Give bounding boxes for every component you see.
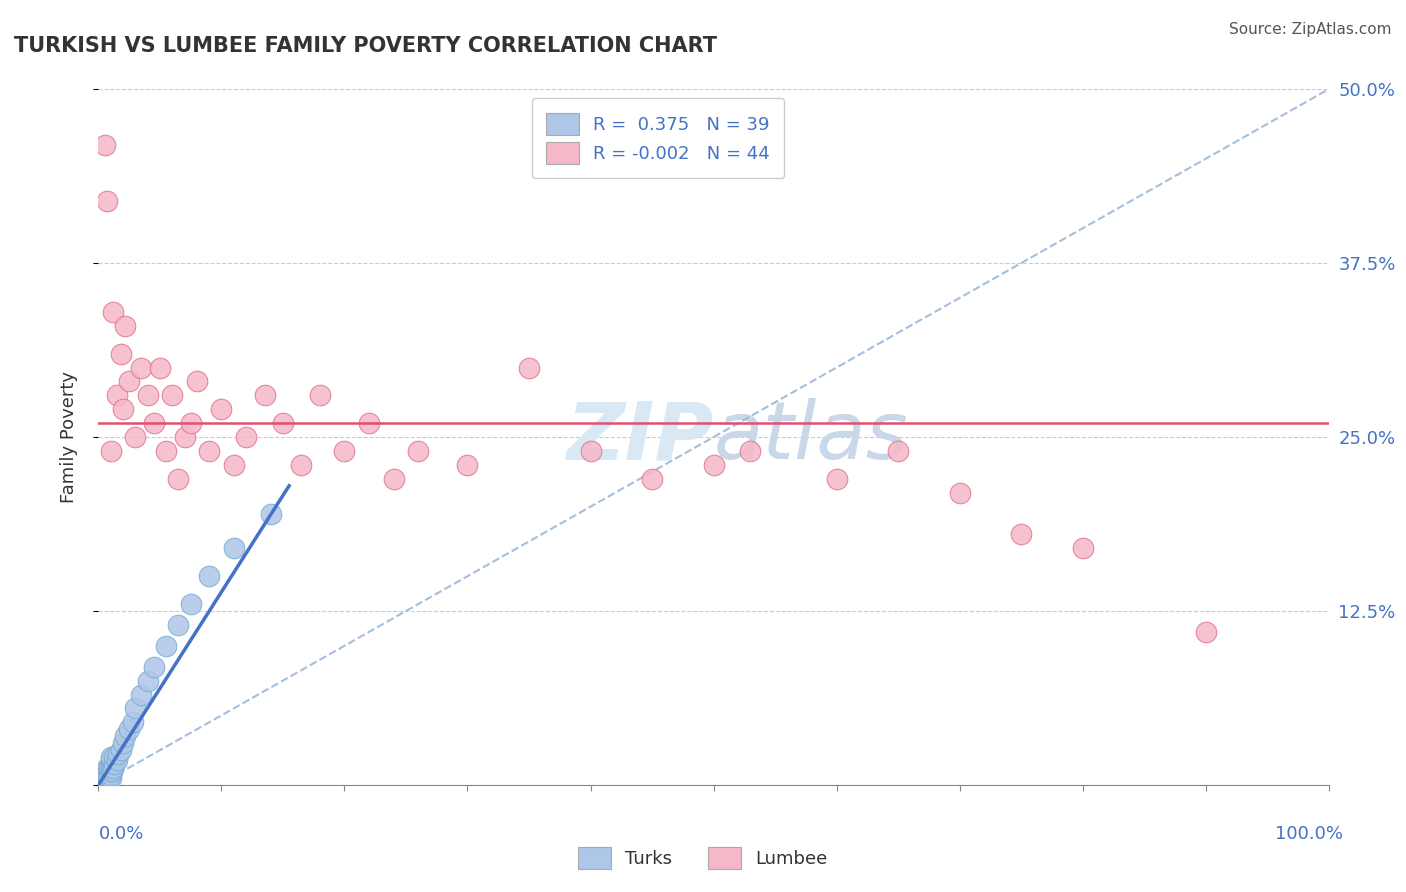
Point bbox=[222, 541, 245, 556]
Point bbox=[93, 771, 115, 785]
Point bbox=[1195, 624, 1218, 639]
Point bbox=[114, 318, 136, 333]
Point bbox=[271, 416, 294, 430]
Point bbox=[110, 743, 132, 757]
Point bbox=[579, 444, 602, 458]
Point bbox=[131, 360, 153, 375]
Point bbox=[93, 137, 115, 152]
Point bbox=[517, 360, 540, 375]
Point bbox=[124, 430, 146, 444]
Point bbox=[112, 736, 135, 750]
Point bbox=[740, 444, 762, 458]
Point bbox=[703, 458, 725, 472]
Point bbox=[96, 771, 118, 785]
Point bbox=[222, 458, 245, 472]
Point bbox=[136, 673, 159, 688]
Text: 100.0%: 100.0% bbox=[1275, 825, 1343, 843]
Point bbox=[887, 444, 910, 458]
Point bbox=[105, 388, 128, 402]
Point bbox=[97, 770, 120, 784]
Point bbox=[93, 767, 115, 781]
Point bbox=[118, 375, 141, 389]
Point bbox=[96, 761, 118, 775]
Point bbox=[118, 723, 141, 737]
Point bbox=[456, 458, 478, 472]
Point bbox=[198, 444, 221, 458]
Point bbox=[103, 750, 125, 764]
Text: Source: ZipAtlas.com: Source: ZipAtlas.com bbox=[1229, 22, 1392, 37]
Point bbox=[96, 194, 118, 208]
Point bbox=[97, 764, 120, 778]
Point bbox=[180, 597, 202, 611]
Point bbox=[408, 444, 430, 458]
Text: TURKISH VS LUMBEE FAMILY POVERTY CORRELATION CHART: TURKISH VS LUMBEE FAMILY POVERTY CORRELA… bbox=[14, 36, 717, 55]
Y-axis label: Family Poverty: Family Poverty bbox=[59, 371, 77, 503]
Point bbox=[100, 771, 122, 785]
Point bbox=[98, 761, 121, 775]
Point bbox=[359, 416, 381, 430]
Point bbox=[112, 402, 135, 417]
Point bbox=[149, 360, 172, 375]
Point bbox=[96, 764, 118, 778]
Point bbox=[198, 569, 221, 583]
Text: 0.0%: 0.0% bbox=[98, 825, 143, 843]
Point bbox=[103, 761, 125, 775]
Point bbox=[103, 305, 125, 319]
Point bbox=[100, 768, 122, 782]
Point bbox=[100, 444, 122, 458]
Point bbox=[142, 416, 165, 430]
Point bbox=[122, 715, 145, 730]
Point bbox=[100, 753, 122, 767]
Legend: Turks, Lumbee: Turks, Lumbee bbox=[569, 838, 837, 879]
Point bbox=[186, 375, 208, 389]
Point bbox=[100, 757, 122, 772]
Point bbox=[155, 639, 177, 653]
Point bbox=[100, 760, 122, 774]
Point bbox=[100, 764, 122, 778]
Point bbox=[124, 701, 146, 715]
Point bbox=[100, 750, 122, 764]
Point bbox=[101, 764, 124, 778]
Point bbox=[155, 444, 177, 458]
Point bbox=[167, 472, 190, 486]
Point bbox=[98, 768, 121, 782]
Point bbox=[93, 764, 115, 778]
Point bbox=[180, 416, 202, 430]
Point bbox=[103, 757, 125, 772]
Point bbox=[131, 688, 153, 702]
Point bbox=[825, 472, 848, 486]
Point bbox=[235, 430, 257, 444]
Point bbox=[114, 729, 136, 743]
Point bbox=[1071, 541, 1094, 556]
Point bbox=[333, 444, 356, 458]
Point bbox=[107, 747, 129, 762]
Point bbox=[253, 388, 276, 402]
Point bbox=[105, 753, 128, 767]
Point bbox=[173, 430, 195, 444]
Point bbox=[290, 458, 312, 472]
Point bbox=[382, 472, 405, 486]
Point bbox=[641, 472, 664, 486]
Point bbox=[162, 388, 183, 402]
Point bbox=[260, 507, 283, 521]
Point bbox=[309, 388, 332, 402]
Text: atlas: atlas bbox=[714, 398, 908, 476]
Point bbox=[96, 768, 118, 782]
Legend: R =  0.375   N = 39, R = -0.002   N = 44: R = 0.375 N = 39, R = -0.002 N = 44 bbox=[531, 98, 785, 178]
Point bbox=[1010, 527, 1032, 541]
Point bbox=[211, 402, 233, 417]
Text: ZIP: ZIP bbox=[567, 398, 714, 476]
Point bbox=[167, 618, 190, 632]
Point bbox=[142, 659, 165, 673]
Point bbox=[110, 346, 132, 360]
Point bbox=[949, 485, 972, 500]
Point bbox=[136, 388, 159, 402]
